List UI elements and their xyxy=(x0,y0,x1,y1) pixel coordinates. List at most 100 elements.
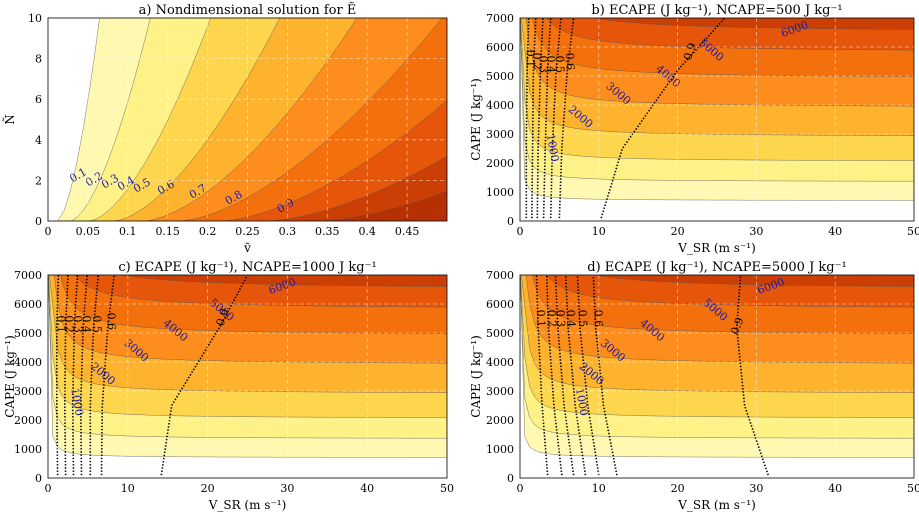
y-tick-label: 3000 xyxy=(486,128,514,141)
y-tick-label: 1000 xyxy=(486,443,514,456)
ratio-contour-label: 0.6 xyxy=(592,309,606,327)
ratio-contour-line xyxy=(735,275,769,476)
ratio-contour-label: 0.1 xyxy=(54,315,68,333)
y-tick-label: 1000 xyxy=(486,186,514,199)
ratio-contour-label: 0.1 xyxy=(534,309,548,327)
y-tick-label: 4000 xyxy=(14,356,42,369)
ratio-contour-line xyxy=(564,275,587,476)
x-tick-label: 50 xyxy=(440,482,454,495)
x-tick-label: 40 xyxy=(828,225,842,238)
x-tick-label: 0 xyxy=(517,225,524,238)
x-tick-label: 0.2 xyxy=(199,225,217,238)
ecape-contour-label: 1000 xyxy=(544,133,562,163)
y-tick-label: 7000 xyxy=(14,269,42,282)
y-tick-label: 0 xyxy=(507,215,514,228)
y-tick-label: 6000 xyxy=(486,298,514,311)
ratio-contour-line xyxy=(546,275,563,476)
ratio-contour-label: 0.4 xyxy=(80,315,94,333)
contour-fill-band xyxy=(319,190,447,221)
x-tick-label: 20 xyxy=(671,225,685,238)
x-tick-label: 0 xyxy=(45,225,52,238)
ratio-contour-line xyxy=(549,18,562,219)
ratio-contour-label: 0.9 xyxy=(214,307,232,328)
panel-a: 0.10.20.30.40.5 0.6 0.7 0.8 0.9 0 0.05 0.1 0.15 0… xyxy=(2,2,448,255)
ratio-contour-line xyxy=(531,18,537,219)
y-tick-label: 2000 xyxy=(14,414,42,427)
panel-b: 0.10.20.30.40.50.6 0.91000200030004000500… xyxy=(469,3,919,255)
ratio-contour-label: 0.6 xyxy=(563,52,577,70)
y-tick-label: 2000 xyxy=(486,157,514,170)
x-tick-label: 0.4 xyxy=(358,225,376,238)
ratio-contour-label: 0.3 xyxy=(71,315,85,333)
x-tick-label: 10 xyxy=(592,225,606,238)
axes-frame xyxy=(47,274,448,479)
axes-frame xyxy=(47,17,448,222)
ratio-contour-line xyxy=(89,275,100,476)
x-tick-label: 50 xyxy=(907,482,919,495)
y-tick-label: 3000 xyxy=(14,385,42,398)
ratio-contour-label: 0.6 xyxy=(105,312,119,330)
ratio-contour-line xyxy=(100,275,115,476)
ratio-contour-label: 0.2 xyxy=(545,309,559,327)
y-tick-label: 5000 xyxy=(486,327,514,340)
y-tick-label: 10 xyxy=(28,12,42,25)
x-tick-label: 40 xyxy=(828,482,842,495)
x-tick-label: 0.25 xyxy=(235,225,260,238)
axes-frame xyxy=(519,274,915,479)
ratio-contour-line xyxy=(554,275,575,476)
x-tick-label: 10 xyxy=(592,482,606,495)
y-tick-label: 6000 xyxy=(486,41,514,54)
x-tick-label: 50 xyxy=(907,225,919,238)
panel-title: c) ECAPE (J kg⁻¹), NCAPE=1000 J kg⁻¹ xyxy=(118,260,376,275)
plot-area: 0.10.20.30.40.5 0.6 0.7 0.8 0.9 xyxy=(48,18,447,221)
ratio-contour-line xyxy=(535,275,549,476)
x-tick-label: 0.45 xyxy=(395,225,420,238)
x-tick-label: 30 xyxy=(749,482,763,495)
panel-d: 0.10.20.30.40.5 0.6 0.91000200030004000500… xyxy=(469,260,919,512)
y-tick-label: 3000 xyxy=(486,385,514,398)
panel-c: 0.10.20.30.40.5 0.6 0.91000200030004000500… xyxy=(3,260,454,512)
x-axis-label: V_SR (m s⁻¹) xyxy=(677,498,756,512)
ratio-contour-label: 0.4 xyxy=(564,309,578,327)
ratio-contour-line xyxy=(79,275,88,476)
x-tick-label: 0 xyxy=(45,482,52,495)
y-tick-label: 0 xyxy=(507,472,514,485)
ratio-contour-line xyxy=(160,275,249,476)
ratio-contour-line xyxy=(536,18,544,219)
y-tick-label: 6 xyxy=(35,93,42,106)
x-tick-label: 20 xyxy=(201,482,215,495)
ratio-contour-line xyxy=(600,18,726,219)
panel-title: a) Nondimensional solution for Ẽ xyxy=(139,2,357,18)
x-tick-label: 0.15 xyxy=(155,225,180,238)
y-tick-label: 7000 xyxy=(486,269,514,282)
y-tick-label: 5000 xyxy=(14,327,42,340)
ratio-contour-line xyxy=(63,275,69,476)
y-tick-label: 2 xyxy=(35,174,42,187)
ratio-contour-label: 0.2 xyxy=(530,52,544,70)
y-tick-label: 2000 xyxy=(486,414,514,427)
y-tick-label: 5000 xyxy=(486,70,514,83)
x-tick-label: 0 xyxy=(517,482,524,495)
ratio-contour-line xyxy=(592,275,618,476)
ratio-contour-line xyxy=(71,275,79,476)
ratio-contour-line xyxy=(525,18,530,219)
y-tick-label: 1000 xyxy=(14,443,42,456)
ratio-contour-line xyxy=(56,275,60,476)
ratio-contour-label: 0.9 xyxy=(681,41,699,62)
ratio-contour-label: 0.5 xyxy=(576,309,590,327)
axes-frame xyxy=(519,17,915,222)
y-tick-label: 0 xyxy=(35,215,42,228)
x-axis-label: ṽ xyxy=(243,241,251,255)
ratio-contour-label: 0.4 xyxy=(544,55,558,73)
y-tick-label: 4000 xyxy=(486,356,514,369)
panel-title: b) ECAPE (J kg⁻¹), NCAPE=500 J kg⁻¹ xyxy=(591,3,842,18)
x-tick-label: 0.3 xyxy=(279,225,297,238)
ratio-contour-label: 0.2 xyxy=(62,315,76,333)
x-tick-label: 20 xyxy=(671,482,685,495)
x-axis-label: V_SR (m s⁻¹) xyxy=(208,498,287,512)
y-axis-label: Ñ xyxy=(2,114,17,125)
y-tick-label: 7000 xyxy=(486,12,514,25)
